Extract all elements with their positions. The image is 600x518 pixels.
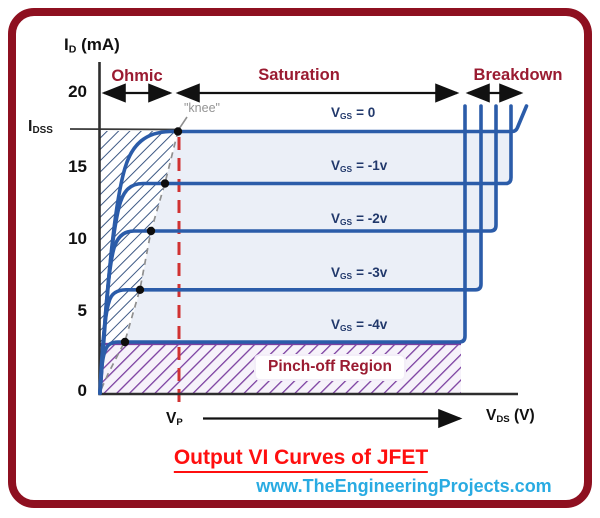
curve-label-vgs-minus1: VGS = -1v: [331, 158, 388, 174]
pinch-off-region-label: Pinch-off Region: [256, 356, 404, 379]
knee-dot-vgs0: [173, 127, 183, 136]
band-vgs3-vgs4: [125, 291, 465, 341]
y-axis-subscript: D: [68, 43, 77, 56]
idss-symbol: I: [28, 118, 33, 135]
band-vgs0-vgs1: [165, 133, 511, 183]
knee-annotation: "knee": [184, 101, 220, 115]
idss-reference-line: [69, 128, 177, 131]
knee-dot-vgs3: [135, 285, 145, 294]
region-arrows: [101, 83, 524, 429]
y-tick-10: 10: [68, 229, 87, 248]
band-vgs2-vgs3: [140, 232, 481, 289]
y-axis-symbol: I: [64, 35, 69, 54]
saturation-fill-bands: [125, 133, 511, 341]
jfet-curves: [98, 104, 529, 396]
y-tick-15: 15: [68, 157, 87, 176]
knee-dot-vgs4: [120, 337, 130, 347]
region-label-ohmic: Ohmic: [111, 67, 163, 85]
curve-label-vgs-minus4: VGS = -4v: [331, 317, 388, 333]
curve-vgs-minus4: [98, 104, 467, 396]
knee-dot-vgs1: [160, 179, 170, 188]
idss-subscript: DSS: [32, 125, 53, 137]
band-vgs1-vgs2: [151, 185, 496, 230]
y-axis-title: ID (mA): [64, 35, 120, 55]
curve-label-vgs-minus3: VGS = -3v: [331, 265, 388, 281]
y-tick-0: 0: [77, 381, 87, 400]
y-axis-unit: (mA): [81, 35, 120, 54]
region-label-breakdown: Breakdown: [473, 66, 563, 84]
region-label-saturation: Saturation: [258, 66, 340, 84]
curve-label-vgs0: VGS = 0: [331, 105, 376, 121]
y-tick-5: 5: [77, 301, 87, 320]
figure-title: Output VI Curves of JFET: [173, 446, 429, 473]
knee-dot-vgs2: [146, 226, 156, 236]
y-tick-20: 20: [68, 82, 87, 101]
idss-label: IDSS: [28, 118, 53, 136]
website-credit: www.TheEngineeringProjects.com: [256, 476, 552, 496]
knee-pointer-line: [178, 116, 188, 130]
curve-label-vgs-minus2: VGS = -2v: [331, 211, 388, 227]
pinch-off-locus-dashed-line: [99, 130, 179, 393]
curve-vgs-minus3: [98, 104, 483, 395]
figure-border: [8, 8, 592, 508]
vp-label: VP: [166, 410, 183, 429]
x-axis-title: VDS (V): [486, 407, 535, 426]
knee-dots: [120, 127, 183, 347]
